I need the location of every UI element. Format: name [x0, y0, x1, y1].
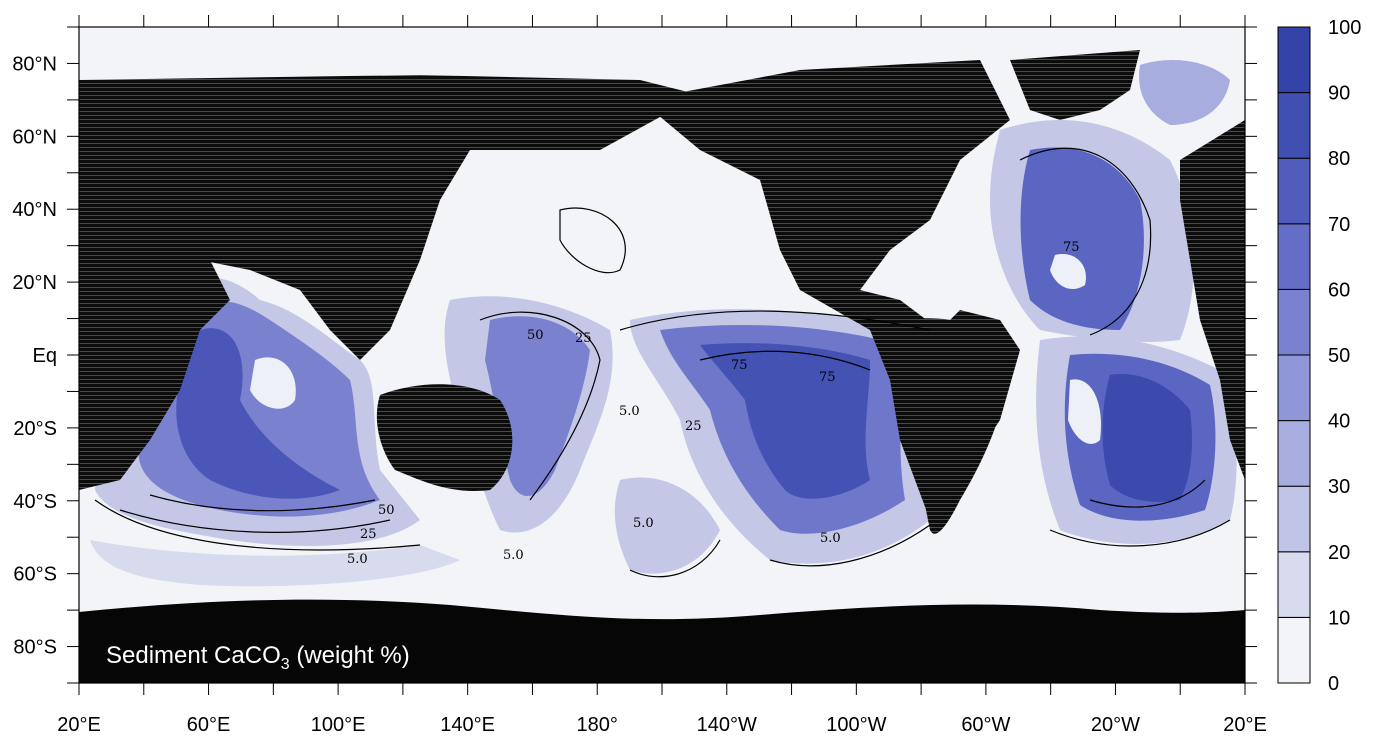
- contour-label: 75: [731, 358, 748, 373]
- map-panel: [79, 27, 1245, 683]
- contour-label: 5.0: [347, 552, 368, 567]
- contour-lines: [94, 147, 1231, 578]
- south-atlantic-caco3-80: [1102, 374, 1192, 502]
- contour-line-indian-50: [149, 494, 376, 512]
- africa-land: [79, 240, 230, 490]
- x-tick-label: 20°E: [57, 714, 101, 736]
- contour-label: 75: [819, 370, 836, 385]
- x-tick-label: 140°E: [440, 714, 495, 736]
- contour-line-wpac: [479, 311, 601, 501]
- contour-label: 75: [1063, 240, 1080, 255]
- y-tick-label: 80°S: [13, 637, 57, 659]
- contour-line-spac: [629, 539, 721, 578]
- y-tick-label: 40°N: [12, 199, 57, 221]
- east-pacific-caco3-75: [700, 343, 870, 499]
- y-tick-label: 20°S: [13, 418, 57, 440]
- colorbar-label: 100: [1328, 17, 1361, 39]
- colorbar-segment: [1277, 485, 1311, 553]
- colorbar-label: 70: [1328, 214, 1350, 236]
- colorbar-segment: [1277, 354, 1311, 422]
- indian-ocean-low-patch: [250, 357, 296, 409]
- south-atlantic-low-patch: [1068, 379, 1101, 444]
- colorbar-segment: [1277, 223, 1311, 290]
- colorbar-segment: [1277, 420, 1311, 487]
- contour-line-satl: [1049, 519, 1231, 547]
- colorbar-segment: [1277, 26, 1311, 94]
- contour-label: 5.0: [503, 548, 524, 563]
- x-axis: 20°E 60°E 100°E 140°E 180° 140°W 100°W 60°W 20°W…: [57, 15, 1267, 736]
- colorbar-label: 50: [1328, 345, 1350, 367]
- y-tick-label: 80°N: [12, 53, 57, 75]
- contour-line-epac-75: [699, 350, 871, 371]
- greenland-land: [1010, 50, 1140, 120]
- contour-line-satl-inner: [1089, 479, 1206, 508]
- contour-label: 25: [360, 527, 377, 542]
- x-tick-label: 20°E: [1223, 714, 1267, 736]
- x-tick-label: 140°W: [697, 714, 757, 736]
- contour-line-indian-25: [119, 509, 391, 533]
- map-caption-subscript: 3: [281, 656, 290, 673]
- europe-right-land: [1180, 120, 1245, 480]
- x-tick-label: 100°W: [826, 714, 886, 736]
- contour-label: 50: [378, 503, 395, 518]
- y-tick-label: 40°S: [13, 491, 57, 513]
- y-tick-label: Eq: [33, 345, 57, 367]
- australia-land: [376, 384, 513, 491]
- x-tick-label: 100°E: [311, 714, 366, 736]
- colorbar-segment: [1277, 616, 1311, 684]
- colorbar-segment: [1277, 157, 1311, 225]
- land-masses: [79, 50, 1245, 683]
- antarctica-land: [79, 599, 1245, 683]
- nordic-seas-caco3: [1139, 60, 1230, 125]
- colorbar-label: 30: [1328, 476, 1350, 498]
- contour-line-npac: [559, 207, 626, 274]
- colorbar-segment: [1277, 92, 1311, 159]
- colorbar-segment: [1277, 288, 1311, 356]
- contour-label-group: 50 25 75 75 5.0 25 5.0 75 50 25 5.0 5.0 …: [347, 240, 1080, 567]
- y-axis: 80°N 60°N 40°N 20°N Eq 20°S 40°S 60°S 80°S: [12, 26, 1257, 684]
- x-tick-label: 180°: [577, 714, 618, 736]
- colorbar-label: 20: [1328, 542, 1350, 564]
- colorbar-segment: [1277, 551, 1311, 618]
- y-tick-label: 60°S: [13, 564, 57, 586]
- north-atlantic-low-patch: [1050, 254, 1086, 290]
- contour-line-indian-5: [94, 499, 421, 551]
- southern-ocean-band: [90, 540, 460, 587]
- x-tick-label: 60°W: [961, 714, 1010, 736]
- colorbar-label: 10: [1328, 607, 1350, 629]
- map-caption: Sediment CaCO3 (weight %): [106, 642, 410, 673]
- north-atlantic-caco3-60: [1020, 147, 1144, 330]
- south-pacific-caco3-20: [614, 477, 720, 574]
- contour-line-epac-5: [619, 310, 931, 331]
- contour-label: 50: [527, 328, 544, 343]
- colorbar-label: 60: [1328, 279, 1350, 301]
- map-caption-units: (weight %): [290, 642, 410, 669]
- colorbar-label: 90: [1328, 83, 1350, 105]
- contour-label: 5.0: [619, 404, 640, 419]
- contour-line-epac-south: [769, 524, 931, 567]
- colorbar-label: 80: [1328, 148, 1350, 170]
- contour-line-natl: [1019, 147, 1152, 336]
- contour-label: 5.0: [820, 531, 841, 546]
- south-america-land: [900, 318, 1010, 534]
- contour-label: 5.0: [633, 516, 654, 531]
- map-caption-main: Sediment CaCO: [106, 642, 281, 669]
- contour-label: 25: [685, 419, 702, 434]
- y-tick-label: 60°N: [12, 126, 57, 148]
- colorbar-label: 40: [1328, 411, 1350, 433]
- eurasia-africa-land: [79, 75, 700, 490]
- contour-label: 25: [575, 331, 592, 346]
- x-tick-label: 60°E: [187, 714, 231, 736]
- indian-ocean-caco3-70: [176, 328, 340, 499]
- colorbar-label: 0: [1328, 673, 1339, 695]
- y-tick-label: 20°N: [12, 272, 57, 294]
- x-tick-label: 20°W: [1091, 714, 1140, 736]
